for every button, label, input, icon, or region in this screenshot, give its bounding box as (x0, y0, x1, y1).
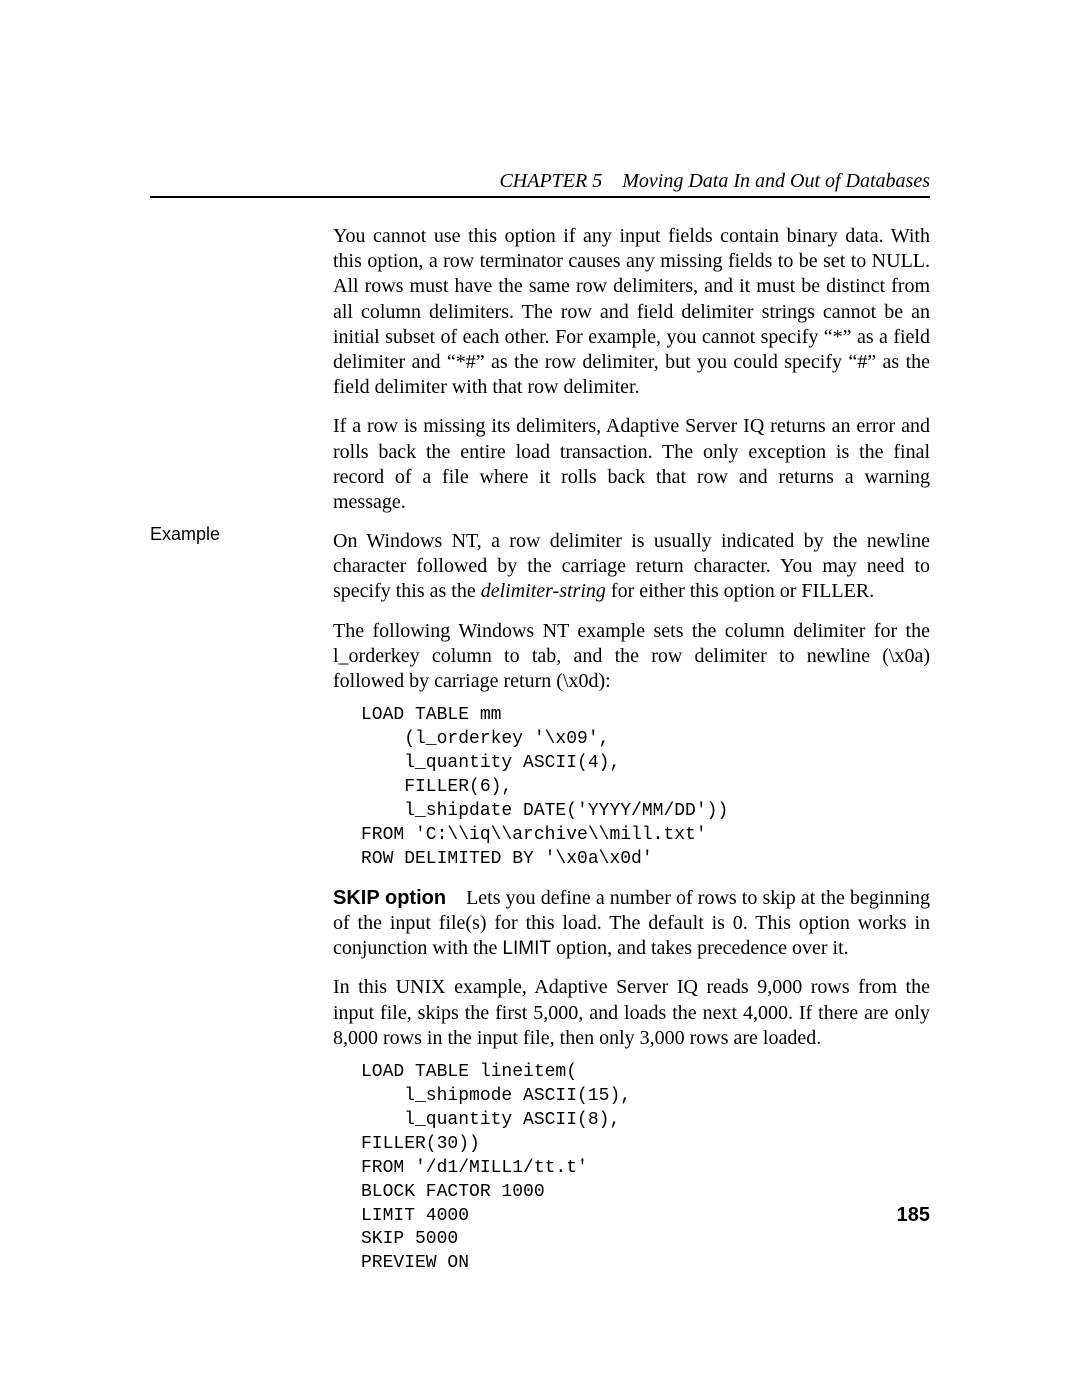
paragraph-5-b: option, and takes precedence over it. (551, 937, 849, 959)
code-block-1: LOAD TABLE mm (l_orderkey '\x09', l_quan… (361, 704, 930, 872)
code-block-2: LOAD TABLE lineitem( l_shipmode ASCII(15… (361, 1061, 930, 1276)
paragraph-3-italic: delimiter-string (481, 580, 606, 602)
limit-word: LIMIT (502, 938, 551, 959)
paragraph-4: The following Windows NT example sets th… (333, 619, 930, 695)
paragraph-1: You cannot use this option if any input … (333, 224, 930, 400)
running-header: CHAPTER 5 Moving Data In and Out of Data… (499, 170, 930, 193)
paragraph-3-b: for either this option or FILLER. (606, 580, 874, 602)
paragraph-2: If a row is missing its delimiters, Adap… (333, 414, 930, 515)
paragraph-5: SKIP option Lets you define a number of … (333, 886, 930, 962)
paragraph-6: In this UNIX example, Adaptive Server IQ… (333, 975, 930, 1051)
sidebar-example-label: Example (150, 524, 220, 545)
page: CHAPTER 5 Moving Data In and Out of Data… (0, 0, 1080, 1397)
page-number: 185 (897, 1204, 930, 1227)
skip-option-label: SKIP option (333, 887, 446, 909)
body-column: You cannot use this option if any input … (333, 224, 930, 1290)
paragraph-3: On Windows NT, a row delimiter is usuall… (333, 529, 930, 605)
header-rule (150, 196, 930, 198)
